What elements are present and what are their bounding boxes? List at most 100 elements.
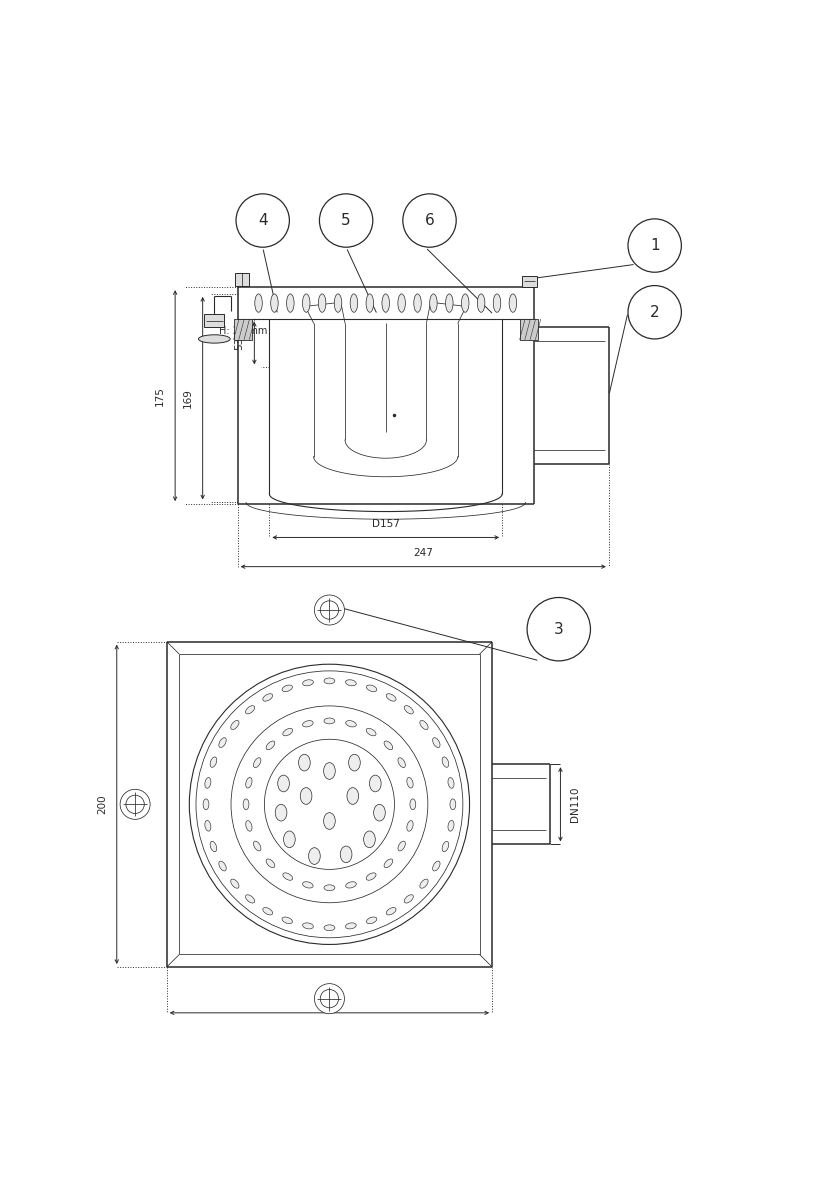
Ellipse shape [410,799,415,810]
Ellipse shape [231,720,239,730]
Ellipse shape [275,804,287,821]
Ellipse shape [345,923,356,929]
Ellipse shape [366,917,377,924]
Circle shape [527,598,590,661]
Circle shape [236,194,289,247]
Ellipse shape [407,821,413,832]
Ellipse shape [324,763,335,779]
Text: D157: D157 [372,520,399,529]
Ellipse shape [448,778,454,788]
Ellipse shape [205,778,211,788]
Ellipse shape [433,738,440,748]
Ellipse shape [430,294,437,312]
Ellipse shape [386,694,396,701]
Ellipse shape [404,895,414,904]
Ellipse shape [231,880,239,888]
Bar [234,319,252,340]
Ellipse shape [309,847,320,864]
Ellipse shape [324,884,334,890]
Ellipse shape [407,778,413,788]
Ellipse shape [382,294,389,312]
Ellipse shape [246,778,252,788]
Ellipse shape [477,294,485,312]
Text: 6: 6 [425,214,435,228]
Ellipse shape [324,678,334,684]
Ellipse shape [442,757,449,767]
Ellipse shape [245,895,254,904]
Ellipse shape [404,706,414,714]
Ellipse shape [278,775,289,792]
Ellipse shape [198,335,230,343]
Text: 5: 5 [341,214,351,228]
Ellipse shape [244,799,249,810]
Circle shape [403,194,456,247]
Ellipse shape [210,841,217,852]
Ellipse shape [350,294,358,312]
Circle shape [120,790,150,820]
Bar [235,274,249,286]
Ellipse shape [255,294,262,312]
Ellipse shape [246,821,252,832]
Text: 1: 1 [650,238,660,253]
Ellipse shape [324,718,334,724]
Ellipse shape [398,294,405,312]
Ellipse shape [414,294,421,312]
Ellipse shape [287,294,294,312]
Ellipse shape [340,846,352,863]
Text: 2: 2 [650,305,660,319]
Text: 200: 200 [97,794,107,814]
Text: 247: 247 [414,548,433,558]
Text: DN110: DN110 [570,786,580,822]
Circle shape [314,984,344,1014]
Ellipse shape [442,841,449,852]
Ellipse shape [324,925,334,931]
Ellipse shape [283,728,293,736]
Ellipse shape [384,859,393,868]
Ellipse shape [205,821,211,832]
Ellipse shape [263,907,273,914]
Circle shape [319,194,373,247]
Ellipse shape [346,882,356,888]
Text: 4: 4 [258,214,268,228]
Ellipse shape [433,862,440,871]
Ellipse shape [303,882,313,888]
Circle shape [314,595,344,625]
Circle shape [628,218,681,272]
Ellipse shape [366,872,376,881]
Ellipse shape [386,907,396,914]
Ellipse shape [420,720,428,730]
Ellipse shape [319,294,326,312]
Ellipse shape [266,859,275,868]
Ellipse shape [282,917,293,924]
Ellipse shape [493,294,500,312]
Ellipse shape [334,294,342,312]
Ellipse shape [445,294,453,312]
Ellipse shape [283,872,293,881]
Ellipse shape [299,755,310,770]
Ellipse shape [271,294,279,312]
Ellipse shape [282,685,293,691]
Ellipse shape [210,757,217,767]
Ellipse shape [347,787,359,804]
Ellipse shape [219,862,226,871]
Ellipse shape [303,721,313,727]
Bar [522,276,537,287]
Text: 53: 53 [234,336,244,349]
Ellipse shape [509,294,516,312]
Ellipse shape [366,685,377,691]
Ellipse shape [203,799,208,810]
Ellipse shape [346,721,356,727]
Ellipse shape [398,841,405,851]
Ellipse shape [263,694,273,701]
Text: 3: 3 [554,622,564,637]
Ellipse shape [448,821,454,832]
Ellipse shape [369,775,381,792]
Ellipse shape [245,706,254,714]
Ellipse shape [398,757,405,768]
Ellipse shape [300,787,312,804]
Ellipse shape [366,728,376,736]
Ellipse shape [266,742,275,750]
Ellipse shape [324,812,335,829]
Ellipse shape [450,799,455,810]
Ellipse shape [303,923,314,929]
